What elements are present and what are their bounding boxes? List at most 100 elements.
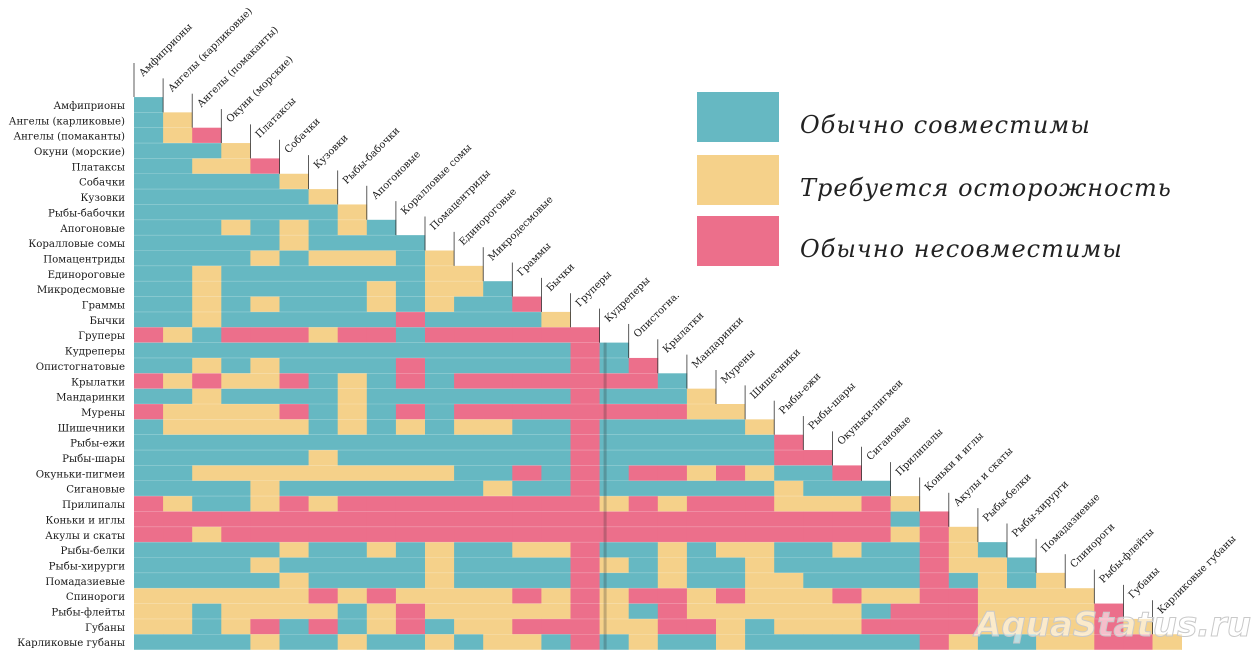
cell-27-15 bbox=[541, 496, 571, 512]
cell-27-5 bbox=[250, 496, 280, 512]
cell-29-14 bbox=[512, 526, 542, 543]
cell-27-13 bbox=[483, 496, 513, 512]
cell-30-1 bbox=[134, 542, 164, 558]
cell-36-5 bbox=[250, 634, 280, 650]
cell-30-4 bbox=[221, 542, 251, 558]
cell-35-9 bbox=[366, 618, 397, 635]
cell-10-10 bbox=[395, 235, 426, 251]
cell-35-25 bbox=[832, 618, 862, 635]
cell-16-3 bbox=[192, 327, 222, 343]
cell-15-10 bbox=[395, 311, 426, 328]
cell-9-9 bbox=[366, 219, 397, 236]
cell-36-23 bbox=[774, 634, 804, 650]
cell-32-23 bbox=[774, 572, 804, 589]
cell-26-11 bbox=[425, 480, 455, 497]
cell-9-2 bbox=[163, 219, 193, 236]
cell-17-2 bbox=[163, 342, 193, 359]
cell-35-11 bbox=[425, 618, 455, 635]
row-label: Кузовки bbox=[81, 193, 126, 204]
legend-label-incompatible: Обычно несовместимы bbox=[800, 235, 1123, 263]
cell-25-15 bbox=[541, 465, 571, 482]
cell-24-12 bbox=[454, 450, 484, 466]
cell-18-16 bbox=[570, 357, 600, 374]
cell-23-22 bbox=[745, 434, 775, 451]
cell-7-5 bbox=[250, 189, 280, 205]
cell-32-28 bbox=[919, 572, 950, 589]
cell-18-1 bbox=[134, 357, 164, 374]
cell-31-3 bbox=[192, 557, 222, 574]
cell-35-26 bbox=[861, 618, 891, 635]
cell-19-18 bbox=[628, 373, 659, 390]
cell-28-8 bbox=[337, 511, 368, 528]
cell-35-24 bbox=[803, 618, 833, 635]
cell-19-15 bbox=[541, 373, 571, 390]
cell-29-19 bbox=[657, 526, 688, 543]
cell-20-15 bbox=[541, 388, 571, 405]
cell-18-11 bbox=[425, 357, 455, 374]
cell-26-15 bbox=[541, 480, 571, 497]
cell-30-23 bbox=[774, 542, 804, 558]
cell-27-27 bbox=[890, 496, 921, 512]
cell-29-9 bbox=[366, 526, 397, 543]
cell-17-5 bbox=[250, 342, 280, 359]
cell-17-9 bbox=[366, 342, 397, 359]
column-label: Собачки bbox=[283, 116, 323, 156]
cell-33-5 bbox=[250, 588, 280, 604]
cell-29-18 bbox=[628, 526, 659, 543]
cell-33-23 bbox=[774, 588, 804, 604]
cell-12-2 bbox=[163, 265, 193, 282]
cell-19-13 bbox=[483, 373, 513, 390]
cell-18-7 bbox=[308, 357, 339, 374]
cell-34-8 bbox=[337, 603, 368, 620]
cell-22-1 bbox=[134, 419, 164, 436]
cell-4-4 bbox=[221, 143, 251, 159]
cell-16-5 bbox=[250, 327, 280, 343]
cell-9-8 bbox=[337, 219, 368, 236]
cell-34-15 bbox=[541, 603, 571, 620]
cell-34-34 bbox=[1094, 603, 1124, 620]
cell-9-7 bbox=[308, 219, 339, 236]
cell-34-9 bbox=[366, 603, 397, 620]
cell-34-14 bbox=[512, 603, 542, 620]
row-label: Груперы bbox=[78, 331, 125, 342]
cell-20-17 bbox=[599, 388, 630, 405]
cell-13-5 bbox=[250, 281, 280, 297]
cell-29-1 bbox=[134, 526, 164, 543]
cell-27-3 bbox=[192, 496, 222, 512]
cell-5-4 bbox=[221, 158, 251, 175]
cell-34-22 bbox=[745, 603, 775, 620]
cell-31-15 bbox=[541, 557, 571, 574]
cell-12-10 bbox=[395, 265, 426, 282]
cell-34-27 bbox=[890, 603, 921, 620]
cell-28-14 bbox=[512, 511, 542, 528]
cell-36-1 bbox=[134, 634, 164, 650]
cell-21-4 bbox=[221, 404, 251, 420]
cell-11-7 bbox=[308, 250, 339, 267]
cell-28-7 bbox=[308, 511, 339, 528]
cell-23-23 bbox=[774, 434, 804, 451]
cell-36-21 bbox=[716, 634, 746, 650]
cell-19-19 bbox=[657, 373, 688, 390]
cell-24-2 bbox=[163, 450, 193, 466]
cell-9-6 bbox=[279, 219, 309, 236]
cell-35-3 bbox=[192, 618, 222, 635]
legend-label-compatible: Обычно совместимы bbox=[800, 111, 1091, 139]
cell-32-20 bbox=[686, 572, 717, 589]
cell-33-22 bbox=[745, 588, 775, 604]
cell-5-3 bbox=[192, 158, 222, 175]
cell-23-17 bbox=[599, 434, 630, 451]
cell-35-20 bbox=[686, 618, 717, 635]
cell-36-27 bbox=[890, 634, 921, 650]
cell-17-13 bbox=[483, 342, 513, 359]
cell-31-2 bbox=[163, 557, 193, 574]
cell-33-14 bbox=[512, 588, 542, 604]
column-label: Губаны bbox=[1127, 566, 1162, 601]
cell-31-16 bbox=[570, 557, 600, 574]
cell-36-10 bbox=[395, 634, 426, 650]
cell-31-27 bbox=[890, 557, 921, 574]
cell-33-27 bbox=[890, 588, 921, 604]
cell-34-29 bbox=[948, 603, 979, 620]
cell-8-5 bbox=[250, 204, 280, 221]
cell-35-14 bbox=[512, 618, 542, 635]
